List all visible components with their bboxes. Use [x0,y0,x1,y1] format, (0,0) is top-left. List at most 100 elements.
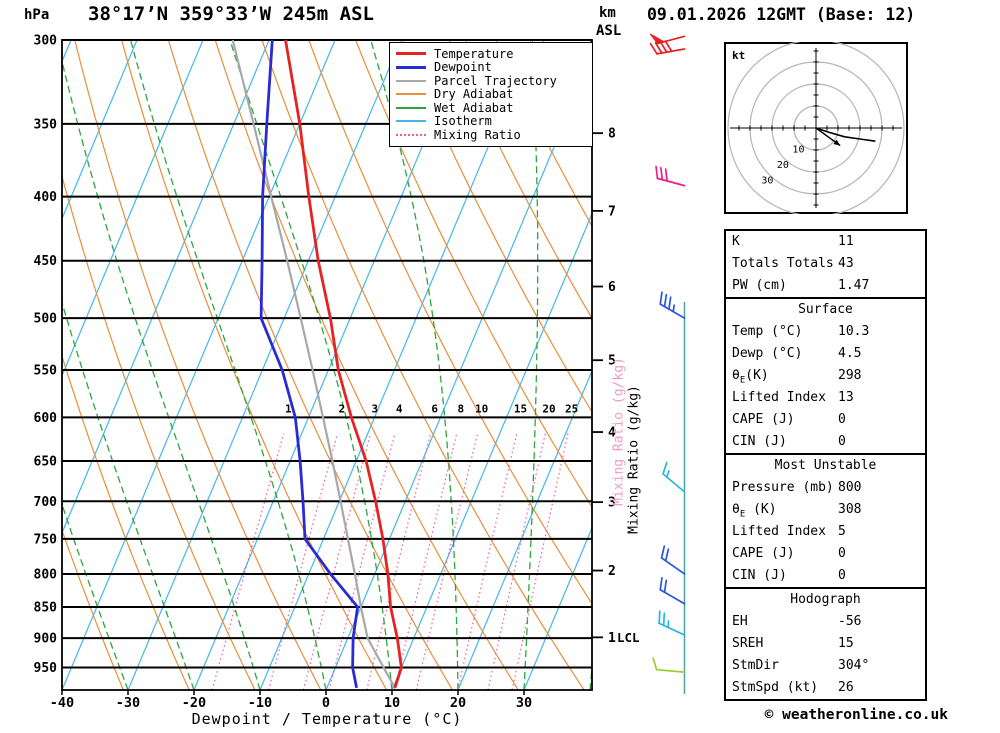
table-row-label: Lifted Index [732,390,826,405]
wind-barb [662,461,686,493]
legend-line-swatch [396,133,426,136]
table-row-value: 1.47 [838,278,870,293]
table-row-value: 26 [838,680,854,695]
svg-text:5: 5 [608,354,616,369]
svg-text:4: 4 [608,426,616,441]
legend-line-swatch [396,79,426,82]
table-row-label: Totals Totals [732,256,834,271]
hodograph-ring [727,42,905,214]
svg-text:950: 950 [34,661,58,676]
legend-label: Wet Adiabat [434,100,514,115]
svg-text:800: 800 [34,567,58,582]
legend-item: Dry Adiabat [396,87,586,102]
svg-text:-10: -10 [248,695,272,711]
svg-text:15: 15 [514,402,527,415]
pressure-unit-label: hPa [24,7,50,23]
svg-text:6: 6 [608,280,616,295]
table-row-label: Dewp (°C) [732,346,803,361]
svg-text:300: 300 [34,34,58,49]
svg-text:750: 750 [34,532,58,547]
table-row-label: CIN (J) [732,434,787,449]
svg-text:2: 2 [338,402,345,415]
stats-table: K 11 Totals Totals 43 PW (cm) 1.47 [724,229,927,299]
table-row: K 11 [726,231,925,253]
table-row-label: StmSpd (kt) [732,680,819,695]
table-row: StmDir 304° [726,655,925,677]
legend-label: Dry Adiabat [434,87,514,102]
table-row: Lifted Index 13 [726,387,925,409]
table-row-label: EH [732,614,748,629]
svg-text:30: 30 [516,695,532,711]
svg-text:400: 400 [34,190,58,205]
wet-adiabats [62,40,592,690]
datetime-title: 09.01.2026 12GMT (Base: 12) [647,5,916,24]
svg-text:20: 20 [542,402,555,415]
dewpoint-curve [259,40,360,689]
storm-motion-arrowhead [833,139,841,146]
table-row-value: 0 [838,412,846,427]
table-row: Dewp (°C) 4.5 [726,343,925,365]
table-row: θE(K) 298 [726,365,925,387]
km-axis: 1 2 3 4 5 6 7 8 [592,127,616,646]
hodograph-ring-label: 10 [792,145,804,156]
legend-line-swatch [396,65,426,69]
wind-barb [658,610,686,636]
table-row-label: CIN (J) [732,568,787,583]
table-row-label: Lifted Index [732,524,826,539]
x-axis-label: Dewpoint / Temperature (°C) [191,710,463,728]
legend-label: Isotherm [434,114,492,129]
svg-text:-40: -40 [50,695,74,711]
svg-text:-30: -30 [116,695,140,711]
table-row-label: SREH [732,636,764,651]
altitude-unit-km-label: km [599,5,616,21]
svg-text:20: 20 [450,695,466,711]
table-row-label: θE(K) [732,368,769,386]
stats-tables: K 11 Totals Totals 43 PW (cm) 1.47 Surface Temp… [724,229,927,701]
svg-text:8: 8 [608,127,616,142]
table-title: Surface [798,302,853,317]
hodograph-ring-label: 30 [761,176,773,187]
table-row: CAPE (J) 0 [726,409,925,431]
table-row: StmSpd (kt) 26 [726,677,925,699]
legend-label: Temperature [434,46,514,61]
table-title: Hodograph [790,592,861,607]
legend-item: Wet Adiabat [396,101,586,115]
hodograph-ring-label: 20 [777,160,789,171]
table-row-value: 5 [838,524,846,539]
table-row-value: 10.3 [838,324,870,339]
legend-label: Parcel Trajectory [434,73,557,88]
table-row-value: 13 [838,390,854,405]
svg-text:650: 650 [34,454,58,469]
svg-text:600: 600 [34,411,58,426]
table-row: Temp (°C) 10.3 [726,321,925,343]
table-row-label: CAPE (J) [732,546,795,561]
svg-text:2: 2 [608,564,616,579]
svg-text:3: 3 [608,496,616,511]
altitude-unit-asl-label: ASL [596,23,622,39]
table-row: PW (cm) 1.47 [726,275,925,297]
table-row-value: 0 [838,434,846,449]
table-row: SREH 15 [726,633,925,655]
table-row-value: 15 [838,636,854,651]
wind-barb [660,545,686,575]
legend-item: Parcel Trajectory [396,74,586,88]
isotherms [62,40,592,690]
table-row-value: 0 [838,568,846,583]
copyright: © weatheronline.co.uk [764,707,948,723]
dry-adiabats [62,40,592,690]
svg-text:850: 850 [34,600,58,615]
wind-barb [652,657,686,673]
svg-text:900: 900 [34,632,58,647]
table-row: CIN (J) 0 [726,565,925,587]
legend-item: Isotherm [396,114,586,129]
hodograph-unit-label: kt [732,49,745,62]
table-row-value: 298 [838,368,862,383]
table-title: Most Unstable [774,458,877,473]
svg-text:10: 10 [384,695,400,711]
table-row-value: 304° [838,658,870,673]
table-row-label: CAPE (J) [732,412,795,427]
temperature-curve [284,40,403,689]
